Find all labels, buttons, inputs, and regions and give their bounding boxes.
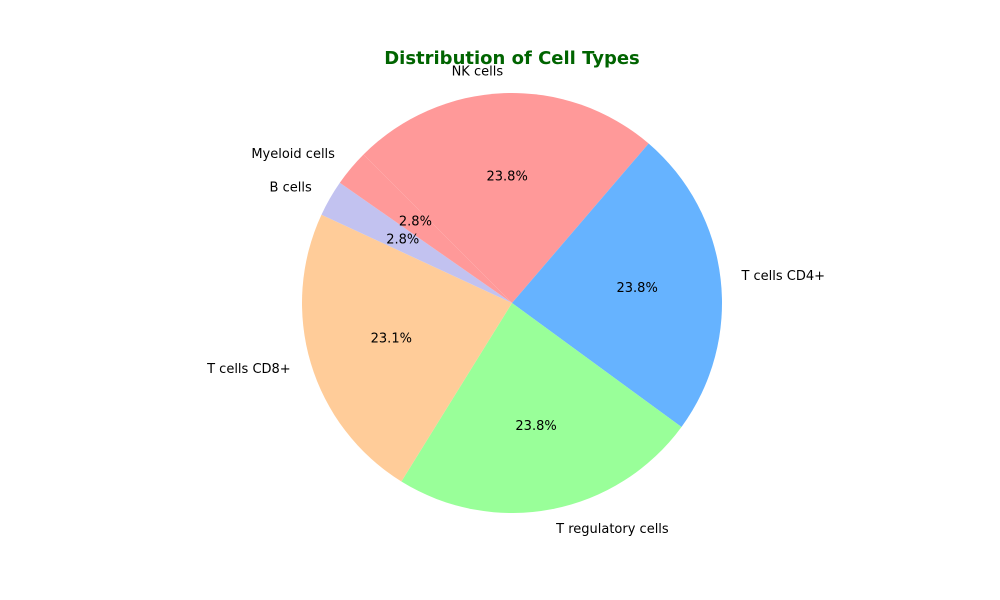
slice-percent-label: 23.8%	[515, 419, 556, 434]
slice-category-label: B cells	[270, 180, 312, 195]
chart-title: Distribution of Cell Types	[384, 48, 640, 69]
pie-slice-2	[401, 303, 682, 514]
slice-category-label: T cells CD4+	[740, 269, 825, 284]
slice-percent-label: 23.8%	[617, 281, 658, 296]
slice-category-label: Myeloid cells	[251, 147, 335, 162]
pie-slice-4	[321, 182, 512, 303]
pie-labels: 23.8% NK cells 23.8% T cells CD4+ 23.8% T reg…	[206, 65, 825, 538]
pie-slice-3	[301, 214, 512, 482]
slice-category-label: T cells CD8+	[206, 362, 291, 377]
pie-slices	[301, 92, 722, 514]
slice-percent-label: 2.8%	[386, 233, 419, 248]
slice-percent-label: 23.1%	[371, 332, 412, 347]
slice-category-label: T regulatory cells	[555, 522, 669, 537]
slice-category-label: NK cells	[452, 65, 504, 80]
pie-slice-1	[512, 143, 722, 427]
pie-slice-0	[363, 92, 649, 303]
slice-percent-label: 2.8%	[399, 215, 432, 230]
slice-percent-label: 23.8%	[487, 170, 528, 185]
pie-slice-5	[339, 154, 512, 303]
